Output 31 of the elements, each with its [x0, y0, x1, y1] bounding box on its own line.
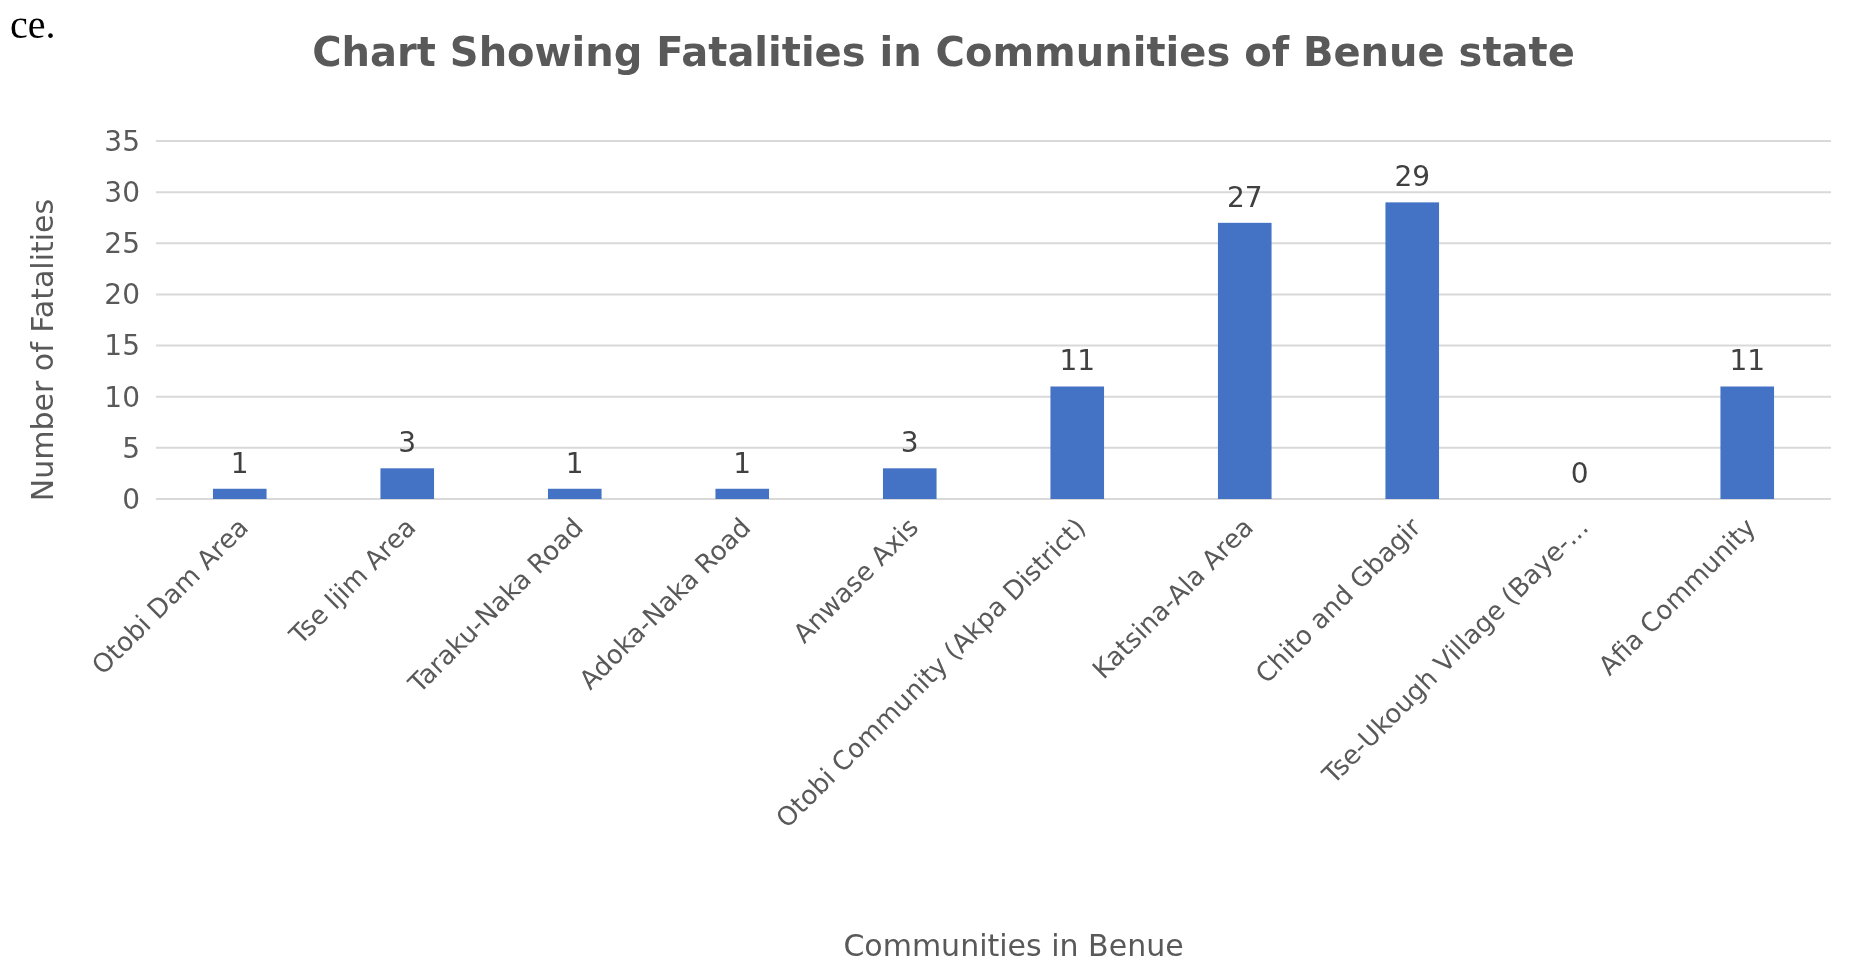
y-tick-label: 5: [122, 431, 140, 465]
data-label: 3: [398, 426, 417, 460]
y-tick-label: 0: [122, 482, 140, 516]
data-label: 29: [1394, 160, 1431, 194]
bar: [1050, 386, 1105, 499]
y-axis-title: Number of Fatalities: [25, 198, 60, 502]
bar: [715, 488, 770, 499]
bar: [1720, 386, 1775, 499]
data-label: 11: [1729, 344, 1766, 378]
chart-title: Chart Showing Fatalities in Communities of Benue state: [312, 29, 1575, 75]
y-tick-label: 35: [104, 124, 140, 158]
y-tick-label: 15: [104, 329, 140, 363]
y-tick-label: 20: [104, 278, 140, 312]
text: ce.: [10, 2, 56, 47]
bar: [380, 468, 435, 499]
data-label: 1: [733, 446, 752, 480]
data-label: 1: [565, 446, 584, 480]
bar: [1385, 202, 1440, 499]
y-tick-label: 25: [104, 227, 140, 261]
data-label: 3: [900, 426, 919, 460]
bar: [212, 488, 267, 499]
y-tick-label: 30: [104, 175, 140, 209]
bar: [882, 468, 937, 499]
data-label: 27: [1226, 180, 1263, 214]
data-label: 1: [230, 446, 249, 480]
data-label: 11: [1059, 344, 1096, 378]
bar: [547, 488, 602, 499]
x-axis-title: Communities in Benue: [843, 928, 1184, 963]
bar: [1217, 222, 1272, 499]
y-tick-label: 10: [104, 380, 140, 414]
data-label: 0: [1570, 457, 1589, 490]
